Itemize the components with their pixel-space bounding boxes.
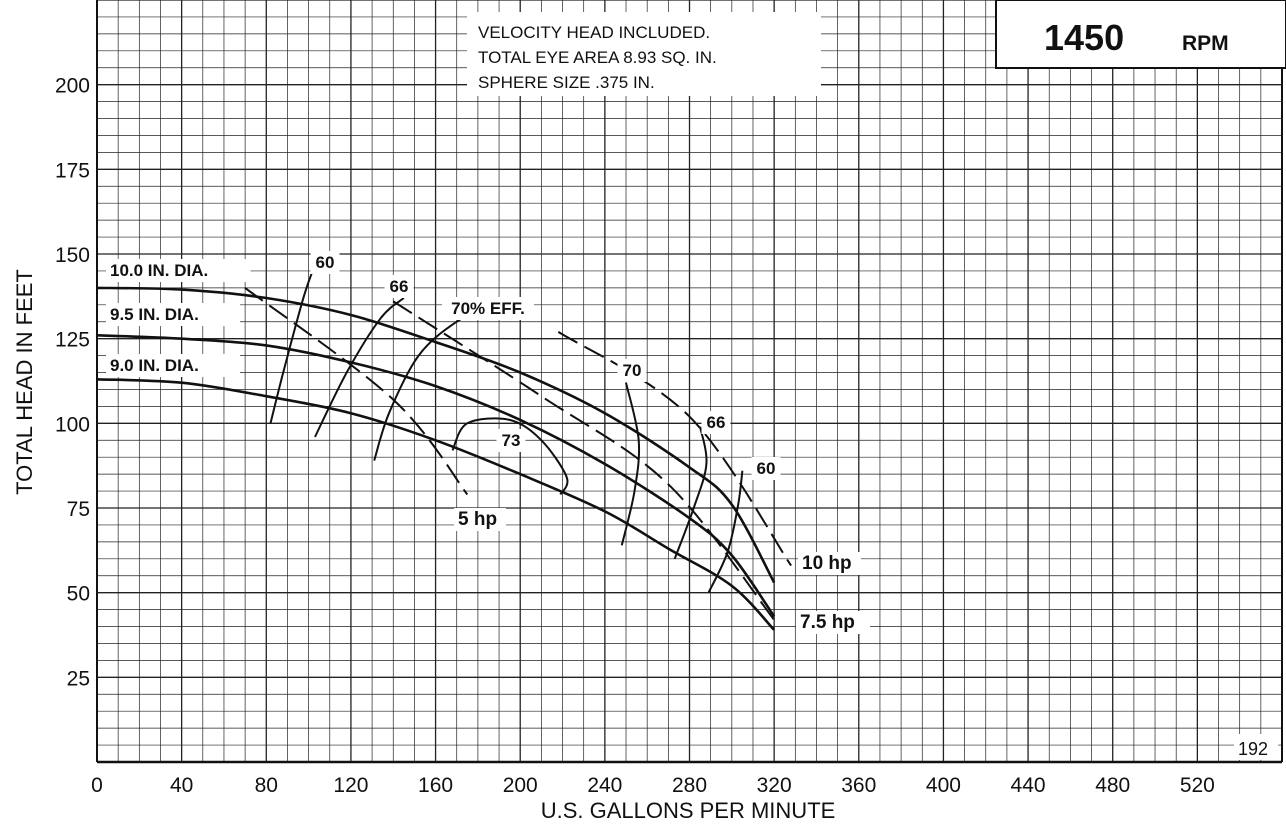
axis-ticks: 0 40 80 120 160 200 240 280 320 360 400 440 480 520 25…	[55, 75, 1215, 797]
note-line-1: VELOCITY HEAD INCLUDED.	[478, 23, 710, 42]
efficiency-curve	[673, 426, 708, 560]
efficiency-curve	[620, 382, 641, 546]
note-line-2: TOTAL EYE AREA 8.93 SQ. IN.	[478, 48, 717, 67]
power-label: 7.5 hp	[800, 612, 855, 633]
chart-title: 1450	[1044, 17, 1124, 58]
impeller-curve	[96, 286, 776, 584]
impeller-label-group: 9.5 IN. DIA.	[106, 303, 240, 326]
rpm-title-box: 1450 RPM	[995, 0, 1286, 69]
efficiency-label: 73	[502, 431, 521, 450]
x-tick-label: 480	[1095, 774, 1130, 797]
efficiency-label: 60	[757, 459, 776, 478]
efficiency-label: 60	[316, 253, 335, 272]
efficiency-label-group: 70	[617, 359, 647, 382]
efficiency-label: 66	[707, 413, 726, 432]
x-tick-label: 120	[333, 774, 368, 797]
impeller-curve	[96, 378, 776, 631]
efficiency-label-group: 60	[751, 457, 781, 480]
impeller-label-bg	[106, 303, 240, 326]
efficiency-label-bg	[701, 411, 731, 434]
efficiency-label-group: 60	[310, 251, 340, 274]
x-tick-label: 200	[503, 774, 538, 797]
power-label-bg	[796, 611, 870, 634]
plot-frame	[96, 0, 1283, 764]
figure-number: 192	[1238, 739, 1268, 759]
impeller-label-group: 10.0 IN. DIA.	[106, 259, 251, 282]
x-tick-label: 520	[1180, 774, 1215, 797]
efficiency-label: 66	[390, 277, 409, 296]
impeller-label-bg	[106, 354, 240, 377]
efficiency-label-bg	[384, 275, 414, 298]
power-label-group: 10 hp	[798, 552, 861, 575]
power-curve	[392, 300, 775, 621]
efficiency-label-group: 66	[701, 411, 731, 434]
x-tick-label: 40	[170, 774, 193, 797]
power-label: 5 hp	[458, 509, 497, 530]
impeller-label-group: 9.0 IN. DIA.	[106, 354, 240, 377]
y-tick-label: 200	[55, 75, 90, 98]
y-tick-label: 50	[67, 583, 90, 606]
efficiency-label-group: 66	[384, 275, 414, 298]
x-tick-label: 320	[757, 774, 792, 797]
efficiency-label: 70	[623, 361, 642, 380]
y-tick-label: 175	[55, 159, 90, 182]
impeller-label: 9.0 IN. DIA.	[110, 356, 199, 375]
power-curve	[244, 287, 469, 496]
x-tick-label: 0	[91, 774, 103, 797]
impeller-curve	[96, 334, 776, 618]
x-tick-label: 240	[587, 774, 622, 797]
power-curve	[557, 331, 792, 567]
power-label-group: 5 hp	[454, 508, 506, 531]
y-axis-title: TOTAL HEAD IN FEET	[12, 269, 37, 495]
power-label: 10 hp	[802, 553, 852, 574]
efficiency-label-bg	[751, 457, 781, 480]
efficiency-label-bg	[310, 251, 340, 274]
y-tick-label: 150	[55, 244, 90, 267]
y-tick-label: 75	[67, 498, 90, 521]
efficiency-label-group: 73	[496, 429, 526, 452]
y-tick-label: 125	[55, 329, 90, 352]
note-line-3: SPHERE SIZE .375 IN.	[478, 73, 655, 92]
x-tick-label: 440	[1011, 774, 1046, 797]
power-label-group: 7.5 hp	[796, 611, 870, 634]
power-label-bg	[454, 508, 506, 531]
impeller-label-bg	[106, 259, 251, 282]
efficiency-curve	[451, 417, 569, 496]
notes-box: VELOCITY HEAD INCLUDED. TOTAL EYE AREA 8…	[467, 12, 821, 96]
efficiency-curve	[314, 297, 405, 438]
x-tick-label: 80	[255, 774, 278, 797]
efficiency-label-bg	[442, 297, 534, 320]
efficiency-label-group: 70% EFF.	[442, 297, 534, 320]
chart-curves: 10.0 IN. DIA. 9.5 IN. DIA. 9.0 IN. DIA. 60 6…	[96, 251, 870, 634]
efficiency-label: 70% EFF.	[451, 299, 525, 318]
chart-grid	[96, 0, 1283, 763]
x-tick-label: 360	[841, 774, 876, 797]
x-tick-label: 280	[672, 774, 707, 797]
x-axis-title: U.S. GALLONS PER MINUTE	[541, 798, 836, 823]
power-label-bg	[798, 552, 861, 575]
y-tick-label: 100	[55, 413, 90, 436]
x-tick-label: 400	[926, 774, 961, 797]
x-tick-label: 160	[418, 774, 453, 797]
efficiency-label-bg	[496, 429, 526, 452]
impeller-label: 9.5 IN. DIA.	[110, 305, 199, 324]
chart-title-unit: RPM	[1182, 32, 1229, 55]
figure-number-box: 192	[1234, 734, 1278, 760]
impeller-label: 10.0 IN. DIA.	[110, 261, 208, 280]
y-tick-label: 25	[67, 667, 90, 690]
efficiency-label-bg	[617, 359, 647, 382]
